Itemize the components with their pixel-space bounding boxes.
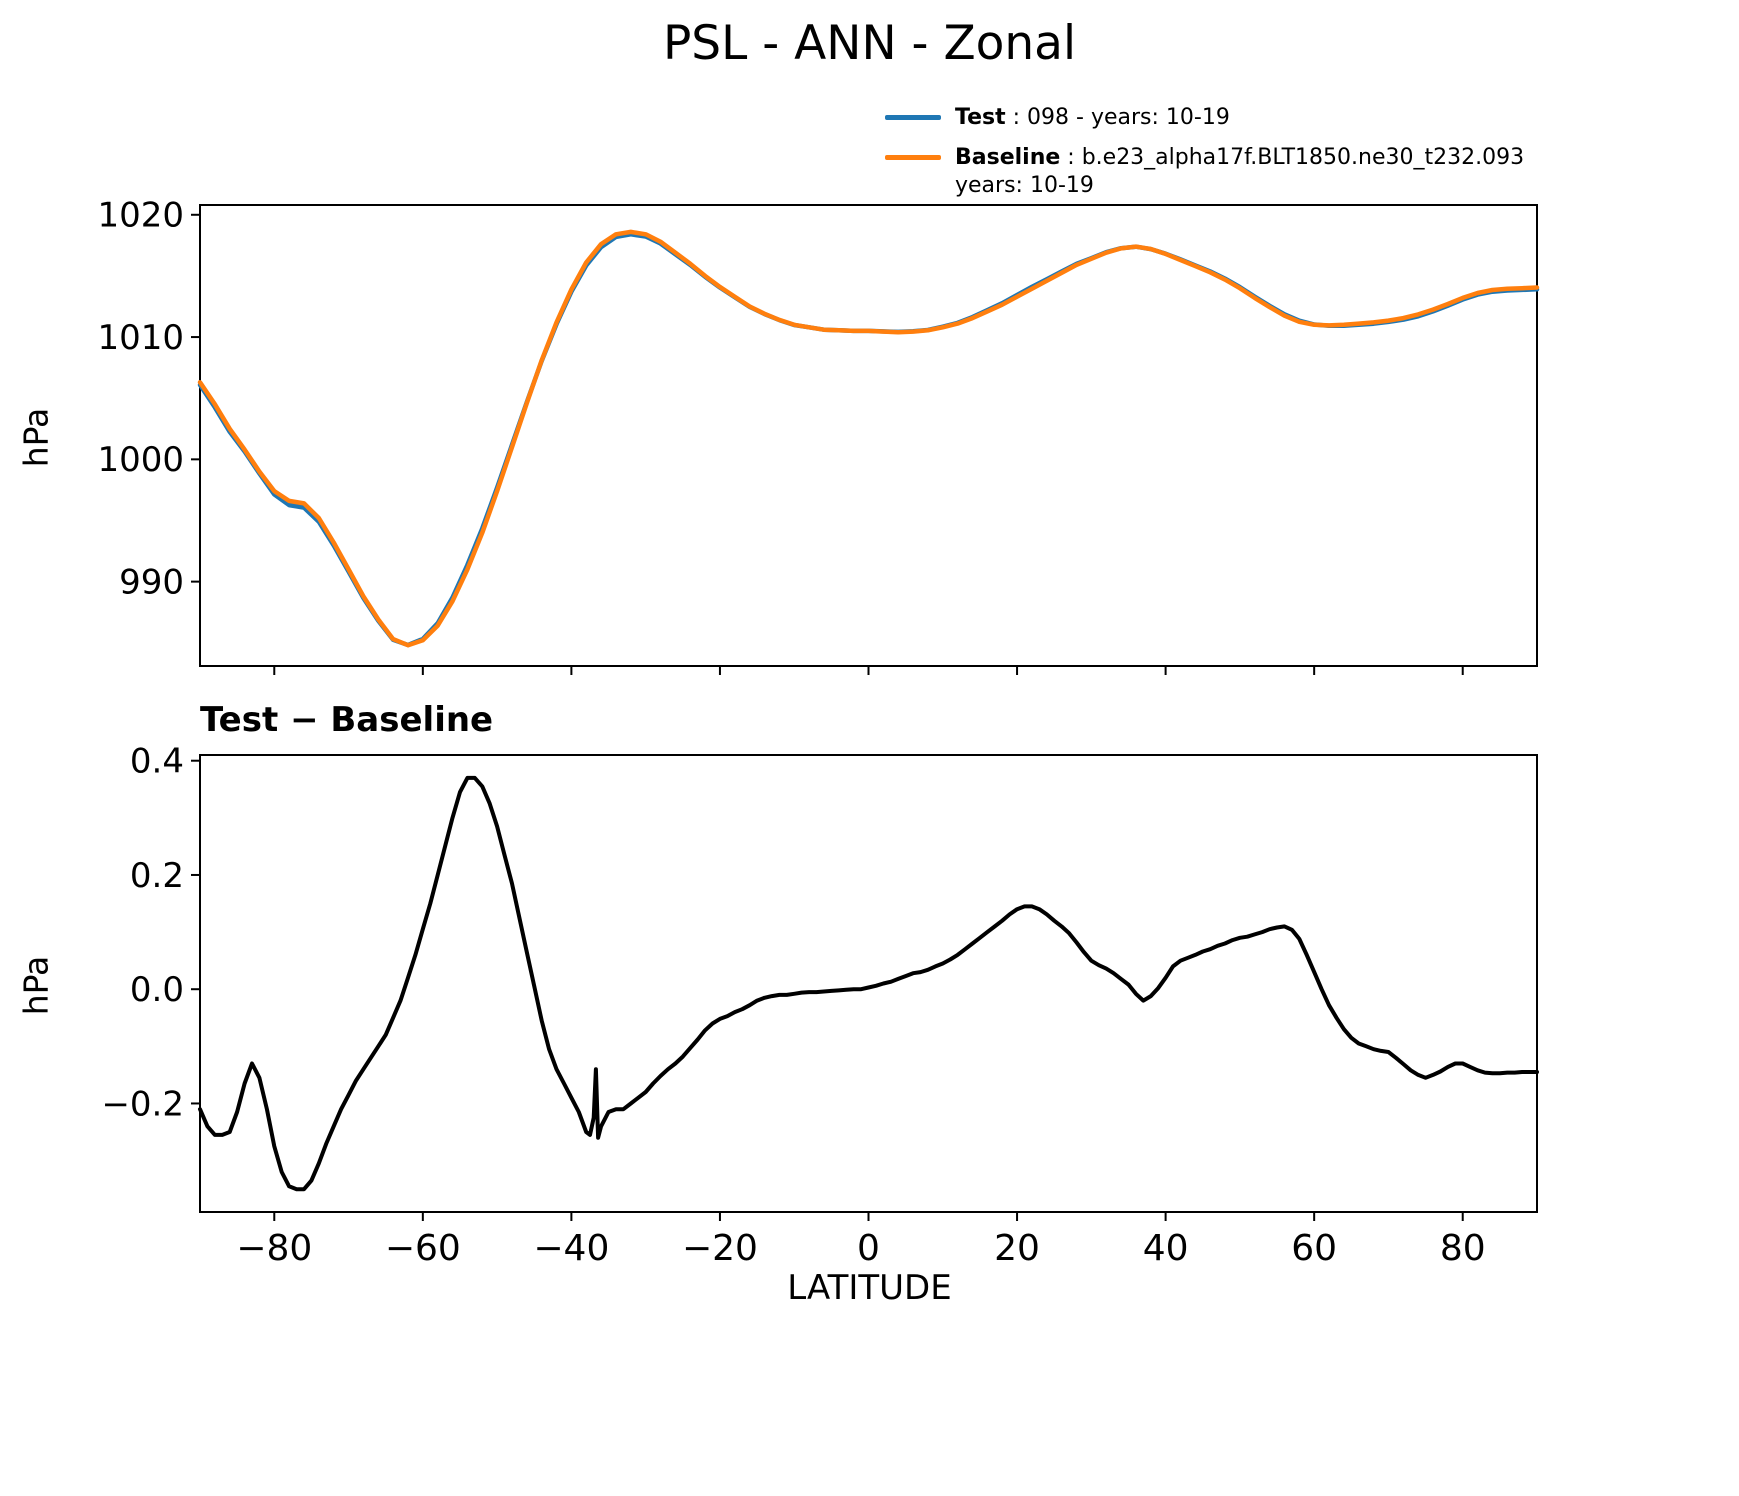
axes-frame-panel2 bbox=[199, 754, 1538, 1213]
legend-test-name: Test bbox=[955, 105, 1006, 130]
legend-item-baseline: Baseline : b.e23_alpha17f.BLT1850.ne30_t… bbox=[885, 144, 1524, 200]
x-tick-label: −40 bbox=[533, 1228, 609, 1269]
y-tick-label: −0.2 bbox=[101, 1084, 184, 1124]
legend-test-text: Test : 098 - years: 10-19 bbox=[955, 104, 1230, 132]
y-tick-label: 0.4 bbox=[130, 742, 184, 782]
x-tick-label: −60 bbox=[385, 1228, 461, 1269]
baseline-line-swatch-icon bbox=[885, 155, 941, 160]
axes-frame-panel1 bbox=[199, 204, 1538, 667]
y-tick-label: 0.2 bbox=[130, 856, 184, 896]
top-y-axis-label: hPa bbox=[16, 407, 56, 468]
legend-test-desc: : 098 - years: 10-19 bbox=[1005, 105, 1230, 130]
y-tick-label: 1000 bbox=[97, 440, 184, 480]
x-axis-label: LATITUDE bbox=[787, 1268, 952, 1308]
x-tick-label: 60 bbox=[1291, 1228, 1337, 1269]
legend-baseline-desc: : b.e23_alpha17f.BLT1850.ne30_t232.093 bbox=[1060, 145, 1525, 170]
x-tick-label: 80 bbox=[1440, 1228, 1486, 1269]
chart-title: PSL - ANN - Zonal bbox=[662, 16, 1077, 71]
series-line-test bbox=[197, 232, 1540, 648]
y-tick-label: 0.0 bbox=[130, 970, 184, 1010]
bottom-y-axis-label: hPa bbox=[16, 955, 56, 1016]
test-line-swatch-icon bbox=[885, 115, 941, 120]
x-tick-label: −80 bbox=[236, 1228, 312, 1269]
legend-item-test: Test : 098 - years: 10-19 bbox=[885, 104, 1524, 132]
legend: Test : 098 - years: 10-19 Baseline : b.e… bbox=[885, 104, 1524, 212]
diff-panel-title: Test − Baseline bbox=[200, 700, 494, 740]
x-tick-label: −20 bbox=[682, 1228, 758, 1269]
series-line-test-minus-baseline bbox=[198, 775, 1539, 1192]
y-tick-label: 1010 bbox=[97, 318, 184, 358]
series-line-baseline bbox=[197, 229, 1540, 648]
legend-baseline-text: Baseline : b.e23_alpha17f.BLT1850.ne30_t… bbox=[955, 144, 1524, 200]
y-tick-label: 990 bbox=[119, 563, 184, 603]
legend-baseline-name: Baseline bbox=[955, 145, 1061, 170]
x-tick-label: 20 bbox=[994, 1228, 1040, 1269]
x-tick-label: 40 bbox=[1143, 1228, 1189, 1269]
x-tick-label: 0 bbox=[857, 1228, 880, 1269]
y-tick-label: 1020 bbox=[97, 196, 184, 236]
legend-baseline-years: years: 10-19 bbox=[955, 173, 1094, 198]
